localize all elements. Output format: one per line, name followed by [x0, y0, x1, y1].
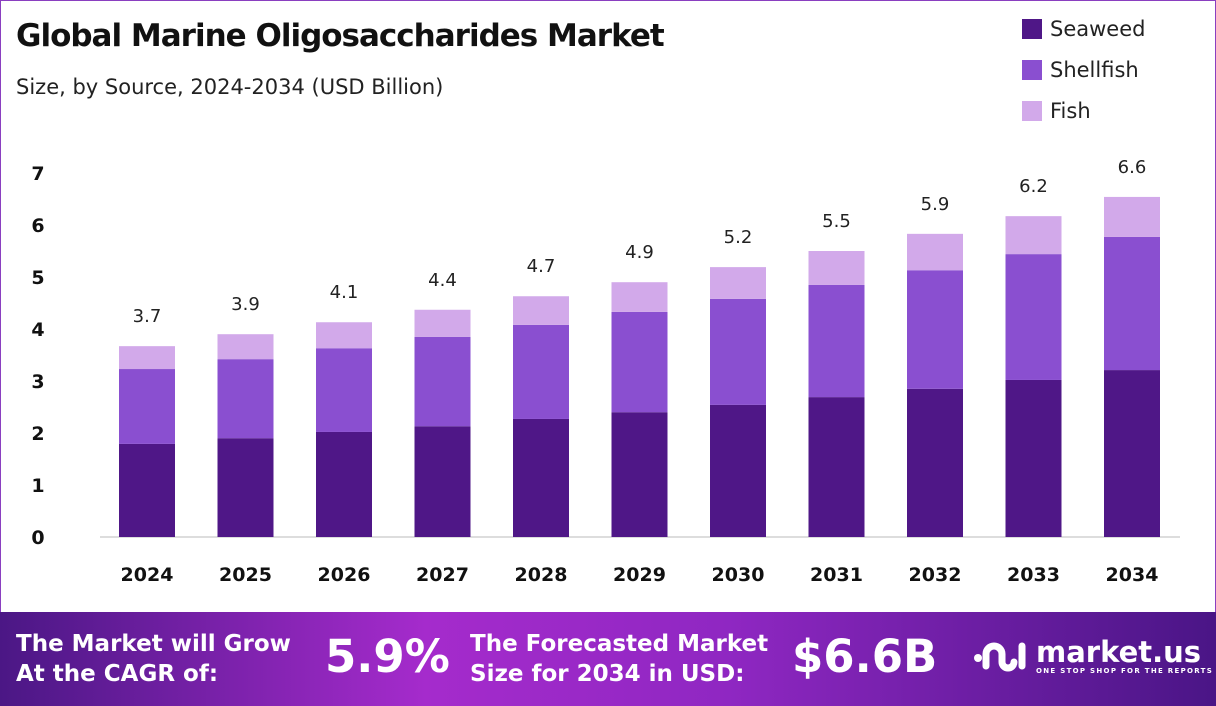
market-us-logo: market.us ONE STOP SHOP FOR THE REPORTS: [972, 636, 1213, 676]
bar-segment-seaweed: [414, 426, 471, 537]
cagr-label-line2: At the CAGR of:: [16, 661, 219, 687]
y-tick-label: 6: [31, 215, 44, 237]
bar-segment-fish: [414, 309, 471, 337]
logo-name: market.us: [1036, 635, 1202, 669]
cagr-label: The Market will Grow At the CAGR of:: [16, 629, 291, 689]
total-data-label: 4.1: [330, 282, 359, 303]
cagr-label-line1: The Market will Grow: [16, 631, 291, 657]
chart-subtitle: Size, by Source, 2024-2034 (USD Billion): [16, 75, 444, 99]
x-tick-label: 2030: [712, 564, 765, 586]
bar-segment-shellfish: [1104, 236, 1160, 371]
x-tick-label: 2026: [318, 564, 371, 586]
legend-item-shellfish: Shellfish: [1022, 49, 1145, 90]
forecast-label-line2: Size for 2034 in USD:: [470, 661, 745, 687]
bar-segment-fish: [907, 233, 963, 271]
bar-segment-seaweed: [808, 397, 865, 537]
bar-segment-seaweed: [611, 412, 668, 537]
bar-segment-fish: [611, 282, 668, 312]
bar-segment-seaweed: [907, 388, 963, 537]
x-tick-label: 2032: [909, 564, 962, 586]
bar-segment-seaweed: [119, 443, 175, 537]
bar-segment-seaweed: [1104, 370, 1160, 537]
bar-segment-shellfish: [414, 336, 471, 427]
bar-segment-fish: [217, 334, 274, 360]
x-tick-label: 2028: [515, 564, 568, 586]
legend-label: Fish: [1050, 98, 1091, 123]
y-tick-label: 3: [31, 371, 44, 393]
legend-swatch: [1022, 59, 1042, 80]
bar-segment-shellfish: [119, 369, 175, 444]
logo-tagline: ONE STOP SHOP FOR THE REPORTS: [1036, 667, 1214, 675]
legend-label: Shellfish: [1050, 57, 1139, 82]
total-data-label: 4.4: [428, 270, 457, 291]
forecast-label: The Forecasted Market Size for 2034 in US…: [470, 629, 768, 689]
y-tick-label: 1: [31, 475, 44, 497]
legend-label: Seaweed: [1050, 16, 1146, 41]
bar-segment-shellfish: [808, 284, 865, 398]
bar-segment-seaweed: [316, 431, 372, 537]
x-tick-label: 2033: [1007, 564, 1060, 586]
y-tick-label: 2: [31, 423, 44, 445]
x-tick-label: 2027: [416, 564, 469, 586]
total-data-label: 4.9: [625, 242, 654, 263]
bar-segment-shellfish: [316, 348, 372, 432]
bar-segment-fish: [1104, 196, 1160, 237]
total-data-label: 5.2: [724, 227, 753, 248]
bar-segment-fish: [513, 296, 569, 325]
y-tick-label: 0: [31, 527, 44, 549]
legend-item-seaweed: Seaweed: [1022, 8, 1145, 49]
y-tick-label: 4: [31, 319, 44, 341]
legend-swatch: [1022, 18, 1042, 39]
footer-banner: The Market will Grow At the CAGR of: 5.9%…: [0, 612, 1216, 706]
total-data-label: 5.5: [822, 211, 851, 232]
total-data-label: 3.7: [133, 306, 162, 327]
bar-segment-shellfish: [513, 324, 569, 419]
chart-title: Global Marine Oligosaccharides Market: [16, 18, 665, 54]
bar-segment-shellfish: [611, 311, 668, 413]
bar-segment-seaweed: [710, 404, 766, 537]
total-data-label: 5.9: [921, 194, 950, 215]
total-data-label: 6.2: [1019, 176, 1048, 197]
legend: Seaweed Shellfish Fish: [1022, 8, 1145, 131]
total-data-label: 3.9: [231, 294, 260, 315]
total-data-label: 6.6: [1118, 157, 1147, 178]
bar-segment-fish: [808, 251, 865, 285]
bar-segment-shellfish: [1005, 254, 1062, 380]
bar-segment-fish: [1005, 216, 1062, 255]
total-data-label: 4.7: [527, 256, 556, 277]
bar-segment-seaweed: [513, 418, 569, 537]
bar-segment-fish: [316, 322, 372, 349]
x-tick-label: 2024: [121, 564, 174, 586]
bar-segment-shellfish: [907, 270, 963, 389]
y-tick-label: 7: [31, 163, 44, 185]
x-tick-label: 2025: [219, 564, 272, 586]
legend-swatch: [1022, 100, 1042, 121]
bar-segment-fish: [710, 267, 766, 299]
forecast-value: $6.6B: [792, 630, 938, 683]
logo-mark-icon: [974, 642, 1026, 672]
cagr-value: 5.9%: [325, 630, 450, 683]
x-tick-label: 2031: [810, 564, 863, 586]
bar-segment-shellfish: [217, 359, 274, 439]
x-tick-label: 2034: [1106, 564, 1159, 586]
chart-plot: 0 1 2 3 4 5 6 7 3.7 2024 3.9 2025 4.1 2026 4.4 2027 4.7 2…: [31, 157, 1180, 586]
bar-segment-shellfish: [710, 298, 766, 405]
bar-segment-seaweed: [217, 438, 274, 537]
forecast-label-line1: The Forecasted Market: [470, 631, 769, 657]
legend-item-fish: Fish: [1022, 90, 1145, 131]
bar-segment-seaweed: [1005, 379, 1062, 537]
y-tick-label: 5: [31, 267, 44, 289]
x-tick-label: 2029: [613, 564, 666, 586]
bar-segment-fish: [119, 346, 175, 370]
